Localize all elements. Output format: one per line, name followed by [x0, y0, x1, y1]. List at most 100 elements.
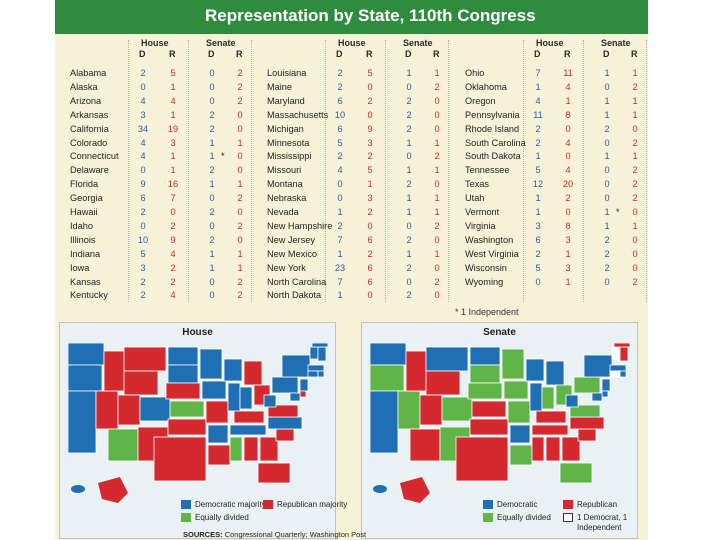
table-row: Wisconsin 5 3 2 0 — [453, 261, 648, 276]
house-democrats: 23 — [334, 262, 346, 273]
house-republicans: 2 — [170, 262, 176, 273]
house-democrats: 11 — [533, 109, 543, 120]
house-republicans: 3 — [170, 137, 176, 148]
state-name: North Dakota — [267, 290, 322, 301]
state-shape — [370, 343, 407, 366]
table-row: Mississippi 2 2 0 2 — [255, 149, 452, 164]
house-republicans: 2 — [565, 193, 571, 204]
table-row: Rhode Island 2 0 2 0 — [453, 122, 648, 137]
house-republicans: 5 — [367, 165, 373, 176]
senate-republicans: 2 — [632, 137, 638, 148]
senate-republicans: 2 — [237, 81, 243, 92]
senate-republicans: 2 — [237, 193, 243, 204]
senate-republicans: 2 — [237, 276, 243, 287]
state-shape — [601, 378, 611, 392]
table-row: Tennessee 5 4 0 2 — [453, 163, 648, 178]
house-democrats: 2 — [140, 207, 146, 217]
house-map — [68, 343, 328, 503]
house-republicans: 9 — [367, 123, 373, 134]
house-republicans: 2 — [170, 220, 176, 231]
state-shape — [229, 436, 243, 462]
state-shape — [573, 376, 601, 394]
table-row: Montana 0 1 2 0 — [255, 177, 452, 192]
state-name: Georgia — [70, 193, 103, 204]
senate-democrats: 2 — [209, 109, 215, 120]
house-republicans: 9 — [170, 234, 176, 245]
house-republicans: 0 — [565, 207, 571, 217]
table-row: Pennsylvania 11 8 1 1 — [453, 108, 648, 123]
state-shape — [68, 390, 97, 454]
senate-republicans: 2 — [237, 95, 243, 106]
house-republicans: 7 — [170, 193, 176, 204]
senate-legend-republican: Republican — [577, 500, 618, 509]
state-shape — [441, 396, 473, 422]
house-democrats: 2 — [337, 151, 343, 162]
senate-r-header: R — [236, 49, 243, 59]
state-shape — [259, 436, 279, 462]
house-legend-republican: Republican majority — [277, 500, 348, 509]
state-shape — [577, 428, 597, 442]
senate-democrats: 2 — [209, 207, 215, 217]
state-shape — [267, 416, 303, 430]
house-republicans: 0 — [367, 81, 373, 92]
senate-republicans: 2 — [434, 276, 440, 287]
senate-republicans: 2 — [632, 276, 638, 287]
house-republicans: 0 — [170, 207, 176, 217]
state-shape — [569, 404, 601, 418]
state-shape — [531, 436, 545, 462]
state-shape — [207, 424, 229, 444]
state-shape — [165, 382, 201, 400]
senate-democrats: 2 — [604, 234, 610, 245]
house-republicans: 4 — [170, 95, 176, 106]
house-r-header: R — [564, 49, 571, 59]
state-name: Indiana — [70, 248, 101, 259]
senate-democrats: 2 — [406, 123, 412, 134]
title-bar: Representation by State, 110th Congress — [55, 0, 648, 34]
senate-republicans: 1 — [434, 207, 440, 217]
state-shape — [123, 370, 159, 396]
state-shape — [299, 390, 307, 398]
house-republicans: 5 — [367, 68, 373, 78]
state-shape — [541, 386, 555, 410]
house-header: House — [338, 38, 366, 48]
house-republicans: 1 — [367, 179, 373, 190]
table-row: Nebraska 0 3 1 1 — [255, 191, 452, 206]
senate-democrats: 2 — [406, 234, 412, 245]
alaska-shape — [98, 477, 128, 503]
house-header: House — [536, 38, 564, 48]
senate-republicans: 1 — [632, 68, 638, 78]
table-row: Delaware 0 1 2 0 — [58, 163, 255, 178]
state-shape — [317, 346, 327, 362]
state-table-1: House Senate D R D R Alabama 2 5 0 2 Alaska 0 1 0 2 Ariz… — [58, 36, 255, 306]
state-name: Alabama — [70, 68, 107, 78]
senate-democrats: 0 — [406, 276, 412, 287]
senate-democrats: 2 — [209, 234, 215, 245]
house-democrats: 6 — [535, 234, 541, 245]
senate-democrats: 1 — [406, 137, 412, 148]
state-shape — [257, 462, 291, 484]
state-shape — [370, 364, 405, 392]
state-shape — [561, 436, 581, 462]
table-row: Idaho 0 2 0 2 — [58, 219, 255, 234]
state-name: Arkansas — [70, 109, 109, 120]
house-democrats: 3 — [140, 109, 146, 120]
table-row: Louisiana 2 5 1 1 — [255, 66, 452, 81]
senate-d-header: D — [405, 49, 412, 59]
house-democrats: 2 — [535, 137, 541, 148]
house-republicans: 2 — [367, 151, 373, 162]
table-row: Nevada 1 2 1 1 — [255, 205, 452, 220]
state-shape — [243, 436, 259, 462]
state-shape — [509, 444, 533, 466]
house-republicans: 1 — [565, 248, 571, 259]
table-row: Kansas 2 2 0 2 — [58, 275, 255, 290]
senate-republicans: 0 — [237, 165, 243, 176]
house-republicans: 4 — [170, 290, 176, 301]
house-republicans: 1 — [565, 95, 571, 106]
state-name: Colorado — [70, 137, 108, 148]
senate-header: Senate — [403, 38, 433, 48]
state-shape — [531, 424, 569, 436]
state-shape — [370, 390, 399, 454]
state-shape — [509, 424, 531, 444]
state-shape — [123, 346, 167, 372]
senate-democrats: 2 — [406, 290, 412, 301]
